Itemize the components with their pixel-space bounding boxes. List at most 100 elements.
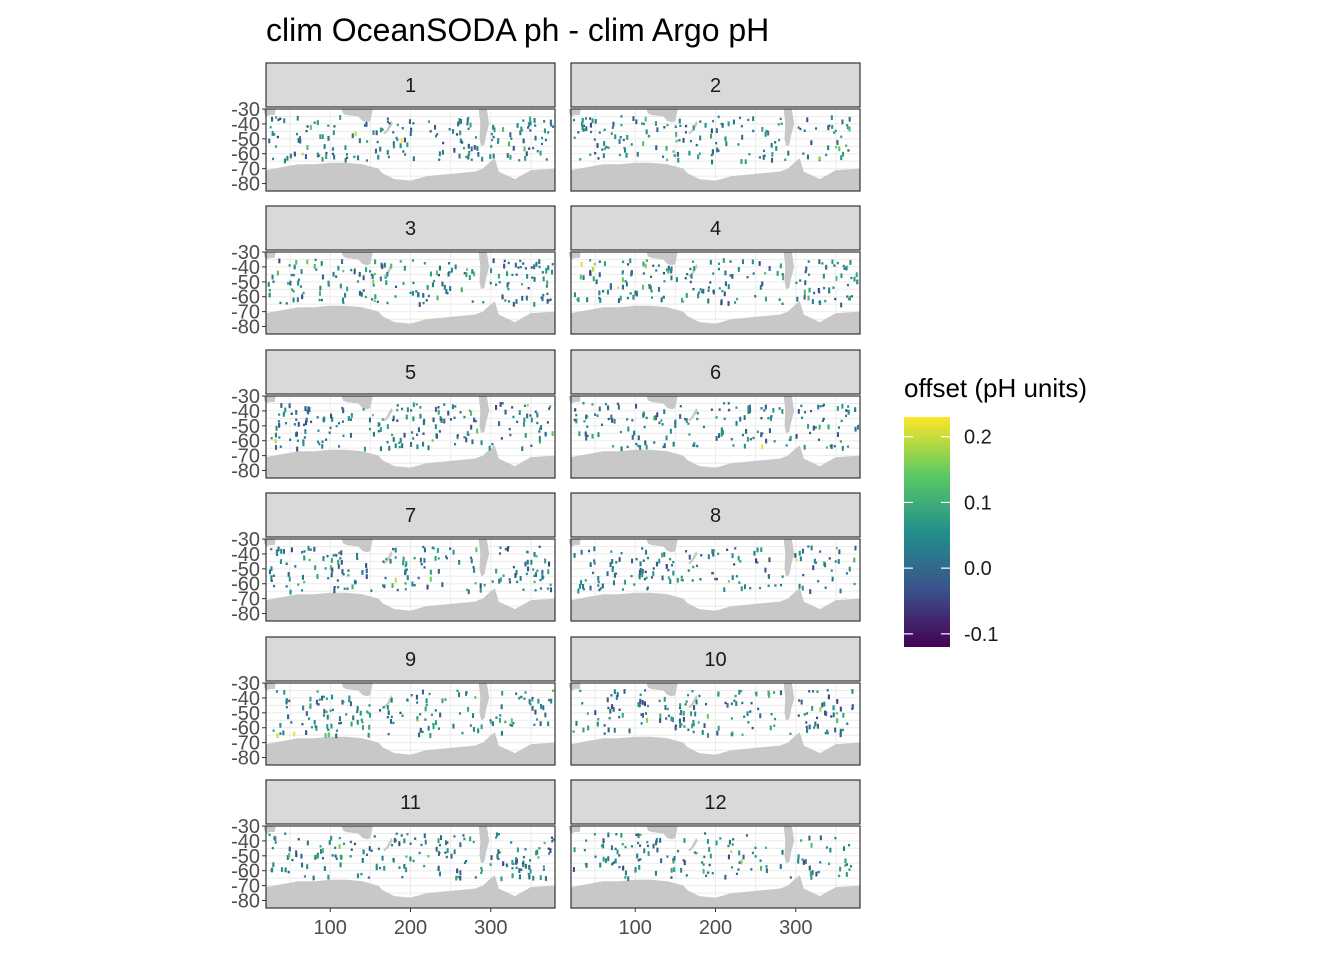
data-cell bbox=[377, 847, 380, 851]
data-cell bbox=[529, 859, 532, 862]
data-cell bbox=[410, 127, 413, 131]
antarctica bbox=[571, 445, 860, 478]
data-cell bbox=[541, 136, 544, 140]
data-cell bbox=[765, 129, 768, 133]
data-cell bbox=[538, 847, 541, 850]
data-cell bbox=[705, 874, 708, 877]
data-cell bbox=[724, 281, 727, 287]
data-cell bbox=[596, 721, 599, 727]
data-cell bbox=[515, 860, 518, 865]
data-cell bbox=[523, 697, 526, 700]
data-cell bbox=[606, 571, 609, 576]
data-cell bbox=[603, 147, 606, 150]
data-cell bbox=[602, 290, 605, 293]
data-cell bbox=[723, 402, 726, 405]
data-cell bbox=[645, 259, 648, 262]
data-cell bbox=[287, 572, 290, 577]
data-cell bbox=[743, 584, 746, 590]
data-cell bbox=[598, 131, 601, 134]
data-cell bbox=[724, 136, 727, 142]
data-cell bbox=[363, 124, 366, 127]
data-cell bbox=[453, 416, 456, 419]
data-cell bbox=[331, 148, 334, 151]
data-cell bbox=[638, 702, 641, 708]
data-cell bbox=[610, 845, 613, 851]
australia bbox=[646, 396, 678, 410]
data-cell bbox=[341, 569, 344, 574]
data-cell bbox=[805, 725, 808, 729]
data-cell bbox=[364, 295, 367, 299]
data-cell bbox=[273, 835, 276, 839]
data-cell bbox=[310, 726, 313, 729]
data-cell bbox=[738, 861, 741, 864]
data-cell bbox=[371, 413, 374, 417]
panel-border bbox=[570, 251, 861, 335]
data-cell bbox=[695, 564, 698, 568]
data-cell bbox=[541, 574, 544, 580]
data-cell bbox=[499, 402, 502, 407]
data-cell bbox=[855, 272, 858, 278]
data-cell bbox=[662, 155, 665, 158]
data-cell bbox=[834, 560, 837, 563]
data-cell bbox=[423, 864, 426, 868]
data-cell bbox=[305, 417, 308, 423]
data-cell bbox=[601, 844, 604, 847]
data-cell bbox=[474, 696, 477, 699]
data-cell bbox=[620, 832, 623, 838]
data-cell bbox=[304, 420, 307, 426]
data-cell bbox=[411, 431, 414, 434]
data-cell bbox=[273, 584, 276, 588]
data-cell bbox=[546, 587, 549, 590]
y-tick-label: -50 bbox=[231, 416, 260, 438]
panel-border bbox=[570, 682, 861, 766]
data-cell bbox=[415, 694, 418, 700]
data-cell bbox=[678, 718, 681, 724]
data-cell bbox=[658, 558, 661, 564]
data-cell bbox=[508, 427, 511, 431]
data-cell bbox=[534, 135, 537, 141]
data-cell bbox=[322, 714, 325, 717]
data-cell bbox=[408, 119, 411, 124]
data-cell bbox=[511, 867, 514, 870]
y-tick-label: -70 bbox=[231, 446, 260, 468]
data-cell bbox=[597, 432, 600, 437]
data-cell bbox=[527, 566, 530, 572]
data-cell bbox=[707, 289, 710, 292]
data-cell bbox=[288, 846, 291, 852]
data-cell bbox=[531, 699, 534, 702]
data-cell bbox=[572, 867, 575, 872]
data-cell bbox=[802, 152, 805, 155]
data-cell bbox=[295, 410, 298, 415]
data-cell bbox=[300, 269, 303, 274]
data-cell bbox=[795, 281, 798, 284]
data-cell bbox=[715, 416, 718, 419]
data-cell bbox=[453, 147, 456, 153]
data-cell bbox=[284, 867, 287, 873]
data-cell bbox=[606, 697, 609, 703]
data-cell bbox=[331, 708, 334, 712]
facet-label: 4 bbox=[710, 218, 721, 240]
data-cell bbox=[394, 556, 397, 559]
data-cell bbox=[463, 837, 466, 841]
data-cell bbox=[297, 583, 300, 586]
data-cell bbox=[611, 559, 614, 564]
data-cell bbox=[603, 732, 606, 735]
data-cell bbox=[646, 844, 649, 848]
data-cell bbox=[498, 718, 501, 723]
data-cell bbox=[621, 272, 624, 275]
australia bbox=[646, 683, 678, 697]
data-cell bbox=[533, 302, 536, 307]
data-cell bbox=[394, 547, 397, 553]
data-cell bbox=[632, 116, 635, 121]
data-cell bbox=[589, 122, 592, 128]
data-cell bbox=[376, 140, 379, 144]
data-cell bbox=[661, 552, 664, 558]
data-cell bbox=[467, 127, 470, 130]
data-cell bbox=[797, 854, 800, 860]
data-cell bbox=[700, 554, 703, 557]
data-cell bbox=[773, 691, 776, 694]
data-cell bbox=[681, 579, 684, 582]
data-cell bbox=[337, 564, 340, 569]
data-cell bbox=[545, 285, 548, 288]
data-cell bbox=[656, 412, 659, 418]
